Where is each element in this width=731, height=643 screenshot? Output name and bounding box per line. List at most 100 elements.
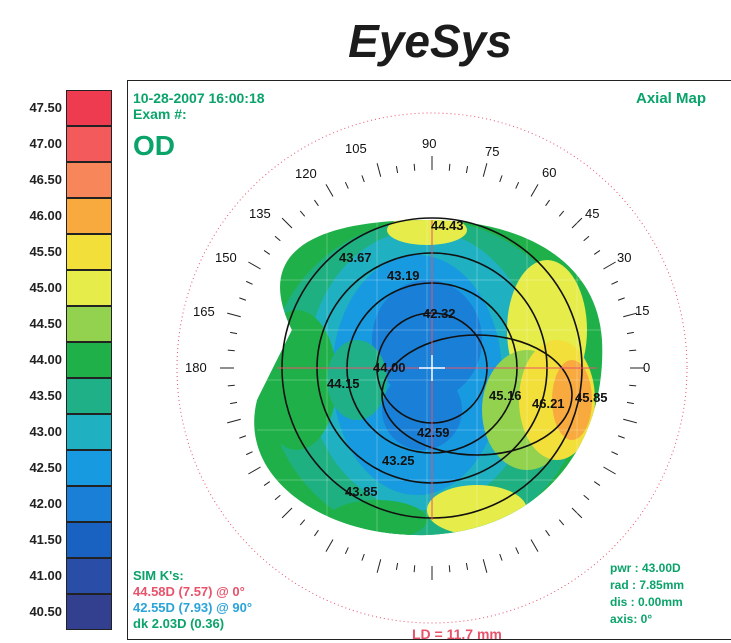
reading-label: 42.59 <box>417 425 450 440</box>
reading-label: 46.21 <box>532 396 565 411</box>
tick-mark <box>376 163 382 177</box>
tick-mark <box>482 163 488 177</box>
scale-swatch <box>66 594 112 630</box>
tick-mark <box>395 166 399 174</box>
scale-swatch <box>66 414 112 450</box>
scale-label: 43.50 <box>29 388 62 403</box>
tick-mark <box>482 559 488 573</box>
tick-mark <box>626 401 634 405</box>
scale-label: 47.50 <box>29 100 62 115</box>
scale-label: 46.00 <box>29 208 62 223</box>
tick-mark <box>515 181 520 189</box>
param-axis: axis: 0° <box>610 612 653 626</box>
scale-row: 43.50 <box>0 378 120 414</box>
angle-label-120: 120 <box>295 166 317 181</box>
reading-label: 43.25 <box>382 453 415 468</box>
tick-mark <box>448 163 451 171</box>
scale-swatch <box>66 126 112 162</box>
scale-row: 42.50 <box>0 450 120 486</box>
scale-row: 43.00 <box>0 414 120 450</box>
scale-label: 44.50 <box>29 316 62 331</box>
angle-label-135: 135 <box>249 206 271 221</box>
tick-mark <box>274 235 281 242</box>
angle-label-180: 180 <box>185 360 207 375</box>
angle-label-105: 105 <box>345 141 367 156</box>
scale-row: 42.00 <box>0 486 120 522</box>
scale-row: 46.50 <box>0 162 120 198</box>
reading-label: 44.43 <box>431 218 464 233</box>
param-rad: rad : 7.85mm <box>610 578 685 592</box>
reading-label: 43.19 <box>387 268 420 283</box>
reading-label: 44.00 <box>373 360 406 375</box>
tick-mark <box>325 539 334 552</box>
scale-swatch <box>66 198 112 234</box>
simk-title: SIM K's: <box>133 568 184 583</box>
scale-swatch <box>66 450 112 486</box>
scale-swatch <box>66 306 112 342</box>
scale-swatch <box>66 522 112 558</box>
param-dis: dis : 0.00mm <box>610 595 683 609</box>
tick-mark <box>465 562 469 570</box>
angle-label-165: 165 <box>193 304 215 319</box>
reading-label: 45.85 <box>575 390 608 405</box>
scale-row: 46.00 <box>0 198 120 234</box>
angle-label-75: 75 <box>485 144 499 159</box>
tick-mark <box>281 217 293 229</box>
tick-mark <box>344 181 349 189</box>
angle-label-45: 45 <box>585 206 599 221</box>
tick-mark <box>593 250 601 255</box>
reading-label: 45.16 <box>489 388 522 403</box>
tick-mark <box>314 529 319 537</box>
scale-label: 45.50 <box>29 244 62 259</box>
scale-label: 46.50 <box>29 172 62 187</box>
scale-row: 47.00 <box>0 126 120 162</box>
scale-label: 41.50 <box>29 532 62 547</box>
tick-mark <box>593 481 601 486</box>
tick-mark <box>623 418 637 424</box>
angle-label-90: 90 <box>422 136 436 151</box>
tick-mark <box>239 435 247 439</box>
scale-row: 47.50 <box>0 90 120 126</box>
tick-mark <box>629 349 637 352</box>
tick-mark <box>395 562 399 570</box>
scale-row: 45.50 <box>0 234 120 270</box>
tick-mark <box>263 481 271 486</box>
param-pwr: pwr : 43.00D <box>610 561 681 575</box>
reading-label: 42.32 <box>423 306 456 321</box>
tick-mark <box>465 166 469 174</box>
tick-mark <box>617 435 625 439</box>
angle-label-150: 150 <box>215 250 237 265</box>
scale-row: 44.00 <box>0 342 120 378</box>
tick-mark <box>230 401 238 405</box>
angle-label-60: 60 <box>542 165 556 180</box>
map-type: Axial Map <box>636 90 707 107</box>
tick-mark <box>299 519 306 526</box>
axial-map: 105 90 75 60 45 30 15 0 120 135 150 165 … <box>176 112 688 624</box>
tick-mark <box>603 261 616 270</box>
tick-mark <box>344 547 349 555</box>
exam-number: Exam #: <box>133 106 187 122</box>
tick-mark <box>611 280 619 285</box>
tick-mark <box>361 553 365 561</box>
tick-mark <box>571 217 583 229</box>
tick-mark <box>227 312 241 318</box>
tick-mark <box>413 163 416 171</box>
tick-mark <box>245 451 253 456</box>
tick-mark <box>583 235 590 242</box>
angle-label-15: 15 <box>635 303 649 318</box>
tick-mark <box>583 494 590 501</box>
tick-mark <box>558 210 565 217</box>
tick-mark <box>413 565 416 573</box>
scale-swatch <box>66 486 112 522</box>
eye-label: OD <box>133 130 175 161</box>
tick-mark <box>376 559 382 573</box>
reading-label: 44.15 <box>327 376 360 391</box>
exam-datetime: 10-28-2007 16:00:18 <box>133 90 265 106</box>
tick-mark <box>530 539 539 552</box>
tick-mark <box>227 418 241 424</box>
tick-mark <box>274 494 281 501</box>
ld-value: LD = 11.7 mm <box>412 626 502 642</box>
tick-mark <box>617 297 625 301</box>
tick-mark <box>499 175 503 183</box>
scale-swatch <box>66 90 112 126</box>
